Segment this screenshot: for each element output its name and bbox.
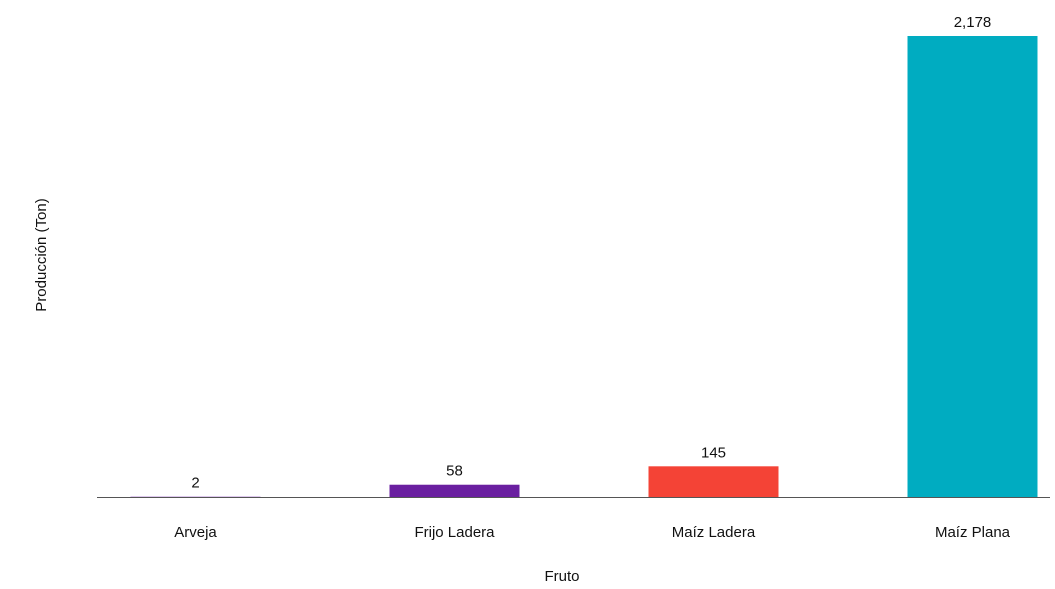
bar (907, 36, 1038, 497)
bar (389, 484, 520, 497)
x-tick-label: Maíz Ladera (672, 524, 756, 541)
x-tick-label: Frijo Ladera (414, 524, 495, 541)
x-tick-label: Maíz Plana (935, 524, 1011, 541)
y-axis-label: Producción (Ton) (33, 198, 50, 311)
x-tick-label: Arveja (174, 524, 217, 541)
x-axis-label: Fruto (544, 568, 579, 585)
data-label: 2,178 (954, 14, 992, 31)
data-label: 2 (191, 475, 199, 492)
data-label: 145 (701, 444, 726, 461)
data-label: 58 (446, 463, 463, 480)
bar (648, 466, 779, 497)
